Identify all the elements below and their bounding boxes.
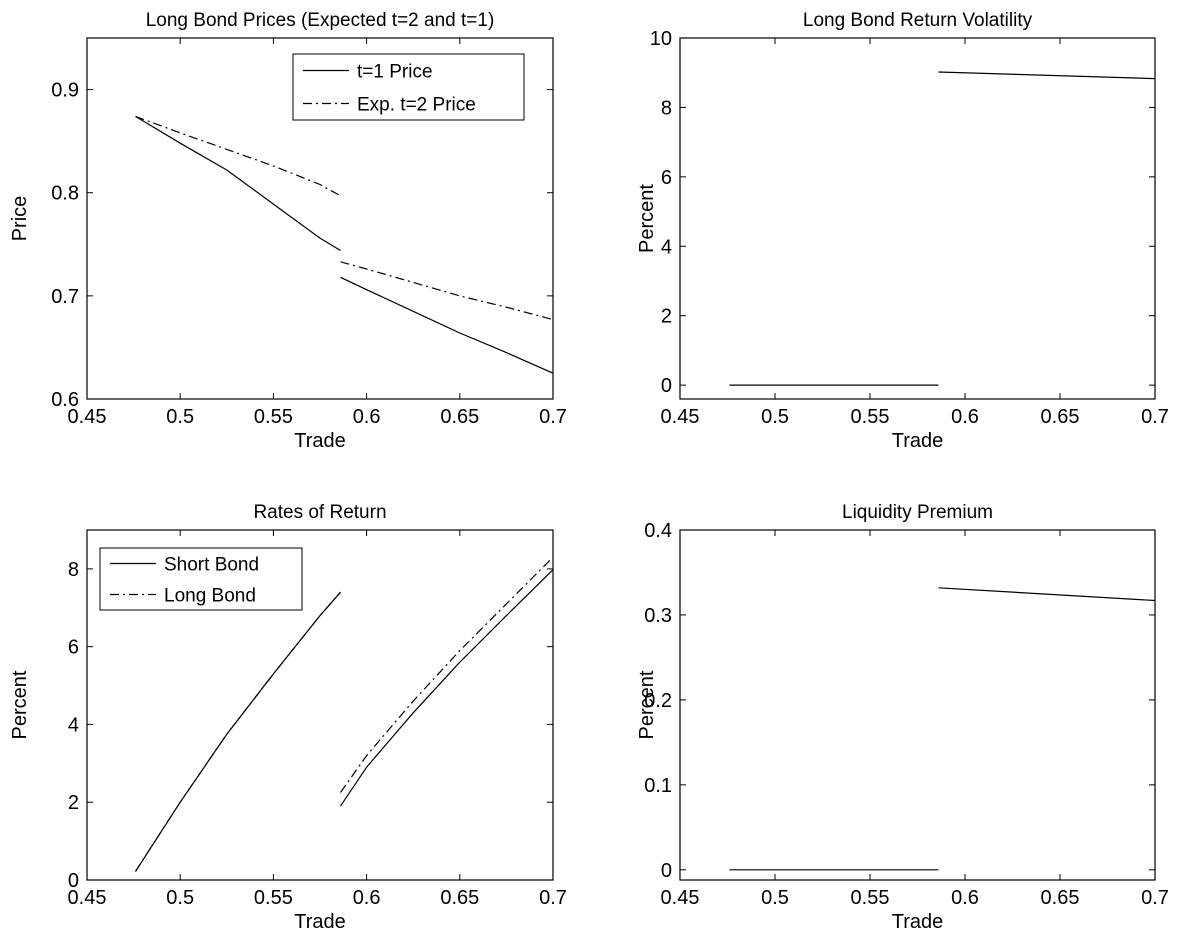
x-tick-label: 0.6 bbox=[353, 887, 381, 909]
x-tick-label: 0.6 bbox=[353, 406, 381, 428]
chart-panel-1: 0.45 0.5 0.55 0.6 0.65 0.7 0.6 0.7 0.8 0.9 Long Bo… bbox=[9, 10, 567, 452]
x-tick-label: 0.6 bbox=[951, 887, 979, 909]
y-tick-label: 4 bbox=[68, 714, 79, 736]
chart-panel-3: 0.45 0.5 0.55 0.6 0.65 0.7 0 2 4 6 8 Rates of Retur… bbox=[9, 502, 567, 933]
x-tick-label: 0.7 bbox=[539, 887, 567, 909]
y-axis-label: Percent bbox=[9, 670, 31, 739]
y-tick-label: 2 bbox=[68, 792, 79, 814]
series-line-2-segment-1 bbox=[135, 115, 341, 197]
x-tick-label: 0.65 bbox=[1041, 887, 1080, 909]
y-tick-label: 4 bbox=[661, 236, 672, 258]
x-tick-label: 0.5 bbox=[761, 887, 789, 909]
x-tick-label: 0.45 bbox=[661, 406, 700, 428]
x-tick-label: 0.45 bbox=[661, 887, 700, 909]
y-tick-label: 0.2 bbox=[644, 690, 672, 712]
x-tick-label: 0.6 bbox=[951, 406, 979, 428]
legend-label-2: Long Bond bbox=[164, 586, 256, 607]
y-tick-label: 0.9 bbox=[51, 80, 79, 102]
y-tick-label: 0.6 bbox=[51, 389, 79, 411]
y-tick-label: 6 bbox=[661, 167, 672, 189]
series-line-1-segment-1 bbox=[135, 115, 341, 252]
y-axis-label: Price bbox=[9, 196, 31, 242]
y-tick-label: 0 bbox=[68, 870, 79, 892]
x-tick-label: 0.45 bbox=[68, 406, 107, 428]
y-tick-label: 8 bbox=[661, 97, 672, 119]
series-line-1-segment-1 bbox=[134, 591, 341, 872]
legend: Short Bond Long Bond bbox=[99, 547, 303, 611]
chart-panel-4: 0.45 0.5 0.55 0.6 0.65 0.7 0 0.1 0.2 0.3 0.4 Liquid… bbox=[636, 502, 1169, 933]
y-tick-label: 0.7 bbox=[51, 286, 79, 308]
plot-area bbox=[679, 37, 1156, 400]
y-tick-label: 6 bbox=[68, 637, 79, 659]
y-tick-label: 2 bbox=[661, 306, 672, 328]
x-tick-label: 0.55 bbox=[254, 406, 293, 428]
y-tick-label: 10 bbox=[650, 28, 672, 50]
x-axis-label: Trade bbox=[294, 911, 346, 933]
chart-title: Liquidity Premium bbox=[842, 502, 993, 523]
series-line-1-segment-2 bbox=[340, 569, 554, 807]
x-tick-label: 0.65 bbox=[1041, 406, 1080, 428]
x-tick-label: 0.7 bbox=[539, 406, 567, 428]
x-tick-label: 0.55 bbox=[851, 406, 890, 428]
series-line-1-segment-2 bbox=[938, 71, 1156, 80]
x-tick-label: 0.65 bbox=[440, 406, 479, 428]
y-tick-label: 0.1 bbox=[644, 775, 672, 797]
series-line-1-segment-2 bbox=[938, 587, 1156, 602]
legend-label-1: t=1 Price bbox=[357, 62, 433, 83]
x-tick-label: 0.5 bbox=[166, 406, 194, 428]
y-tick-label: 8 bbox=[68, 559, 79, 581]
legend-box bbox=[292, 53, 525, 121]
x-tick-label: 0.7 bbox=[1141, 406, 1169, 428]
legend-label-1: Short Bond bbox=[164, 555, 259, 576]
x-tick-label: 0.5 bbox=[761, 406, 789, 428]
x-tick-label: 0.55 bbox=[254, 887, 293, 909]
chart-title: Long Bond Prices (Expected t=2 and t=1) bbox=[146, 10, 495, 31]
y-axis-label: Percent bbox=[636, 184, 658, 253]
y-axis-label: Percent bbox=[636, 670, 658, 739]
x-axis-label: Trade bbox=[294, 430, 346, 452]
series-line-1-segment-2 bbox=[340, 276, 554, 374]
y-tick-label: 0.4 bbox=[644, 520, 672, 542]
y-tick-label: 0 bbox=[661, 375, 672, 397]
chart-title: Rates of Return bbox=[253, 502, 386, 523]
plot-area bbox=[679, 529, 1156, 881]
x-tick-label: 0.55 bbox=[851, 887, 890, 909]
x-axis-label: Trade bbox=[892, 430, 944, 452]
x-axis-label: Trade bbox=[892, 911, 944, 933]
x-tick-label: 0.65 bbox=[440, 887, 479, 909]
x-tick-label: 0.45 bbox=[68, 887, 107, 909]
y-tick-label: 0.8 bbox=[51, 183, 79, 205]
legend-label-2: Exp. t=2 Price bbox=[357, 95, 476, 116]
series-line-2-segment-2 bbox=[340, 261, 554, 321]
x-tick-label: 0.5 bbox=[166, 887, 194, 909]
x-tick-label: 0.7 bbox=[1141, 887, 1169, 909]
chart-title: Long Bond Return Volatility bbox=[803, 10, 1033, 31]
legend: t=1 Price Exp. t=2 Price bbox=[292, 53, 525, 121]
y-tick-label: 0 bbox=[661, 860, 672, 882]
legend-box bbox=[99, 547, 303, 611]
chart-panel-2: 0.45 0.5 0.55 0.6 0.65 0.7 0 2 4 6 8 10 Long Bond Re… bbox=[636, 10, 1169, 452]
y-tick-label: 0.3 bbox=[644, 605, 672, 627]
